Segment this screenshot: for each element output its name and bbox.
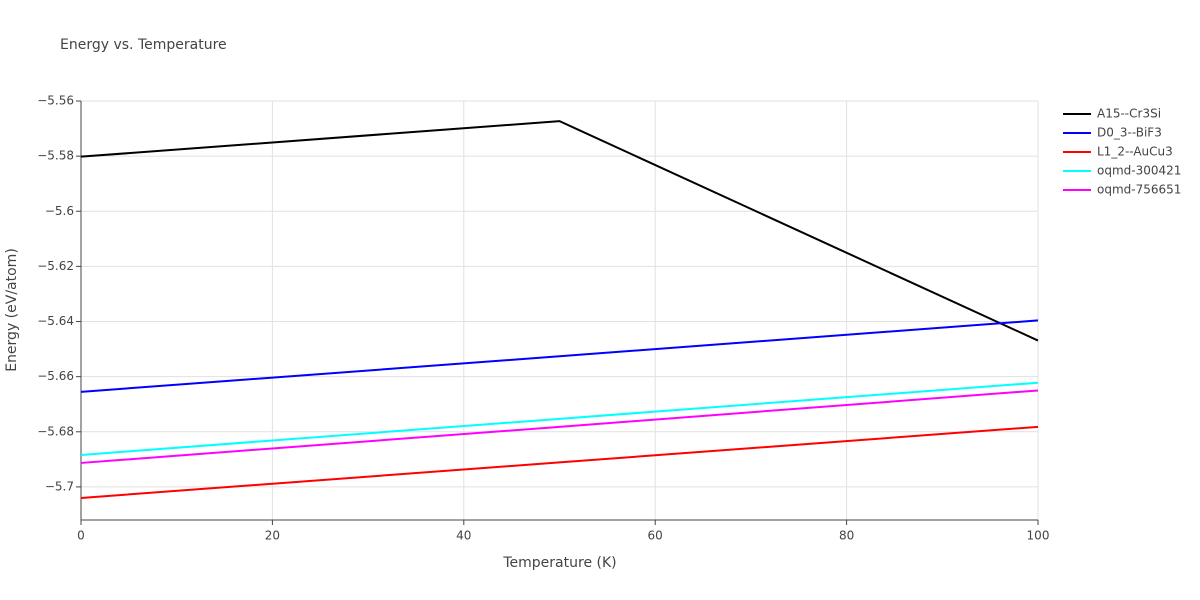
legend-label: oqmd-756651	[1097, 183, 1181, 197]
y-tick-label: −5.64	[37, 314, 74, 328]
legend-label: D0_3--BiF3	[1097, 126, 1162, 140]
y-tick-label: −5.66	[37, 369, 74, 383]
legend-label: oqmd-300421	[1097, 164, 1181, 178]
x-tick-label: 0	[77, 529, 85, 543]
x-tick-label: 100	[1027, 529, 1050, 543]
line-series	[80, 319, 1039, 393]
y-tick-label: −5.56	[37, 94, 74, 108]
legend-label: L1_2--AuCu3	[1097, 145, 1173, 159]
y-tick-label: −5.62	[37, 259, 74, 273]
line-series	[80, 425, 1039, 499]
y-axis-title: Energy (eV/atom)	[4, 248, 20, 372]
x-tick-label: 20	[265, 529, 280, 543]
chart-title: Energy vs. Temperature	[60, 37, 227, 53]
x-tick-label: 80	[839, 529, 854, 543]
y-tick-label: −5.6	[45, 204, 74, 218]
legend-label: A15--Cr3Si	[1097, 107, 1161, 121]
line-series	[80, 389, 1039, 464]
x-tick-label: 60	[648, 529, 663, 543]
x-tick-label: 40	[456, 529, 471, 543]
y-tick-label: −5.68	[37, 424, 74, 438]
line-series	[80, 120, 1039, 342]
x-axis-title: Temperature (K)	[502, 555, 616, 571]
y-tick-label: −5.58	[37, 149, 74, 163]
line-series	[80, 381, 1039, 456]
y-tick-label: −5.7	[45, 479, 74, 493]
